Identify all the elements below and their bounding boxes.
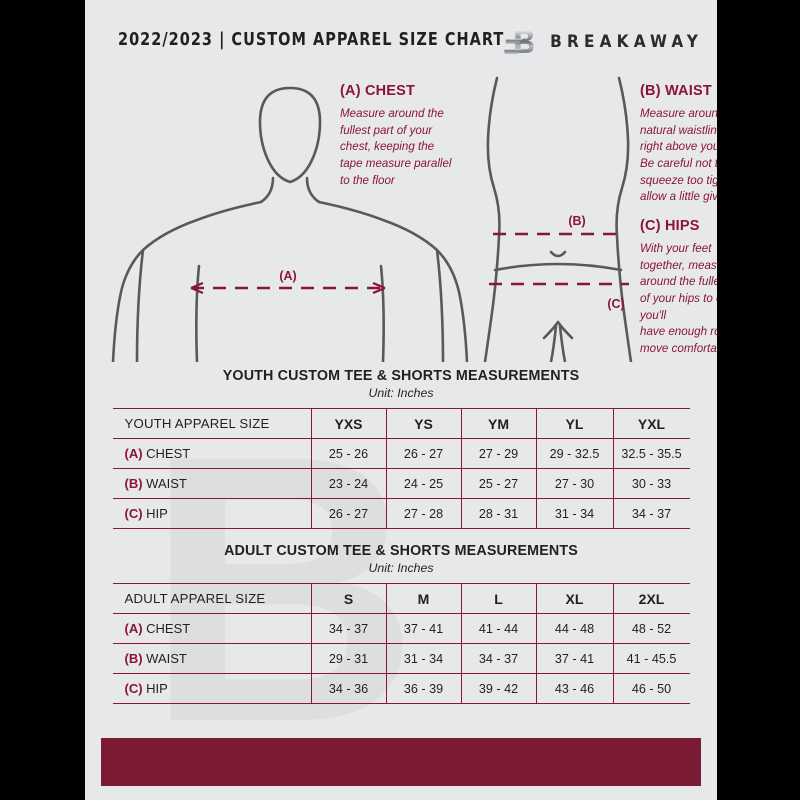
youth-cell: 30 - 33	[613, 468, 690, 499]
youth-size-header: YL	[536, 408, 614, 439]
youth-size-header: YXL	[613, 408, 690, 439]
adult-cell: 39 - 42	[461, 673, 537, 704]
adult-cell: 37 - 41	[386, 613, 462, 644]
adult-cell: 41 - 45.5	[613, 643, 690, 674]
measure-tag: (B)	[124, 476, 143, 491]
hips-marker-label: (C)	[607, 297, 624, 311]
youth-cell: 26 - 27	[386, 438, 462, 469]
youth-cell: 27 - 28	[386, 498, 462, 529]
measure-tag: (B)	[124, 651, 143, 666]
youth-cell: 32.5 - 35.5	[613, 438, 690, 469]
upper-body-figure	[111, 86, 469, 362]
adult-table-title: ADULT CUSTOM TEE & SHORTS MEASUREMENTS	[224, 543, 578, 559]
youth-table-body: YOUTH APPAREL SIZE YXS YS YM YL YXL (A) CHEST 2…	[112, 408, 690, 529]
measure-tag: (A)	[124, 446, 143, 461]
adult-cell: 29 - 31	[311, 643, 387, 674]
adult-size-section: ADULT CUSTOM TEE & SHORTS MEASUREMENTS U…	[85, 543, 717, 704]
adult-size-header: L	[461, 583, 537, 614]
youth-cell: 31 - 34	[536, 498, 614, 529]
adult-size-header: M	[386, 583, 462, 614]
adult-table-body: ADULT APPAREL SIZE S M L XL 2XL (A) CHEST 34 - …	[112, 583, 690, 704]
youth-cell: 25 - 26	[311, 438, 387, 469]
instruction-title-hips: (C) HIPS	[640, 218, 700, 234]
footer-bar	[101, 738, 701, 786]
body-figures: (A) (B) (C)	[111, 76, 633, 362]
youth-cell: 27 - 30	[536, 468, 614, 499]
measure-tag: (C)	[124, 681, 143, 696]
waist-marker-label: (B)	[568, 214, 585, 228]
youth-row-label: (B) WAIST	[112, 468, 312, 499]
adult-row-label: (A) CHEST	[112, 613, 312, 644]
youth-cell: 28 - 31	[461, 498, 537, 529]
youth-header-label: YOUTH APPAREL SIZE	[112, 408, 312, 439]
adult-cell: 34 - 36	[311, 673, 387, 704]
youth-size-header: YM	[461, 408, 537, 439]
youth-table-title: YOUTH CUSTOM TEE & SHORTS MEASUREMENTS	[222, 368, 580, 384]
adult-table-unit: Unit: Inches	[368, 561, 434, 575]
adult-header-label: ADULT APPAREL SIZE	[112, 583, 312, 614]
size-chart-page: B 2022/2023 | CUSTOM APPAREL SIZE CHART	[85, 0, 717, 800]
adult-cell: 46 - 50	[613, 673, 690, 704]
table-row: (A) CHEST 25 - 26 26 - 27 27 - 29 29 - 32.5 3…	[112, 438, 690, 469]
page-header: 2022/2023 | CUSTOM APPAREL SIZE CHART	[85, 26, 717, 60]
youth-table-unit: Unit: Inches	[368, 386, 434, 400]
table-row: (C) HIP 26 - 27 27 - 28 28 - 31 31 - 34 34 - …	[112, 498, 690, 529]
instruction-title-waist: (B) WAIST	[640, 83, 712, 99]
adult-cell: 31 - 34	[386, 643, 462, 674]
adult-cell: 44 - 48	[536, 613, 614, 644]
youth-cell: 23 - 24	[311, 468, 387, 499]
youth-size-header: YXS	[311, 408, 387, 439]
chest-measure-line	[190, 281, 386, 295]
youth-header-row: YOUTH APPAREL SIZE YXS YS YM YL YXL	[112, 408, 690, 439]
table-row: (B) WAIST 23 - 24 24 - 25 25 - 27 27 - 30 30 …	[112, 468, 690, 499]
instruction-block-waist: (B) WAIST Measure around your natural wa…	[640, 83, 717, 206]
adult-cell: 36 - 39	[386, 673, 462, 704]
youth-cell: 26 - 27	[311, 498, 387, 529]
table-row: (B) WAIST 29 - 31 31 - 34 34 - 37 37 - 41 41 …	[112, 643, 690, 674]
instruction-body-waist: Measure around your natural waistline – …	[640, 107, 717, 204]
measure-tag: (A)	[124, 621, 143, 636]
adult-size-header: 2XL	[613, 583, 690, 614]
adult-row-label: (B) WAIST	[112, 643, 312, 674]
instruction-title-chest: (A) CHEST	[340, 83, 416, 99]
brand-lockup: BREAKAWAY	[503, 22, 703, 62]
lower-body-figure	[483, 76, 633, 362]
adult-cell: 34 - 37	[311, 613, 387, 644]
adult-cell: 37 - 41	[536, 643, 614, 674]
adult-cell: 43 - 46	[536, 673, 614, 704]
instruction-body-chest: Measure around the fullest part of your …	[340, 107, 452, 187]
instruction-block-hips: (C) HIPS With your feet together, measur…	[640, 218, 717, 358]
measure-tag: (C)	[124, 506, 143, 521]
youth-cell: 29 - 32.5	[536, 438, 614, 469]
youth-row-label: (A) CHEST	[112, 438, 312, 469]
adult-cell: 34 - 37	[461, 643, 537, 674]
youth-size-table: YOUTH APPAREL SIZE YXS YS YM YL YXL (A) CHEST 2…	[112, 408, 690, 529]
measurement-illustrations: (A) (B) (C)	[85, 70, 717, 362]
youth-cell: 27 - 29	[461, 438, 537, 469]
page-title: 2022/2023 | CUSTOM APPAREL SIZE CHART	[118, 30, 505, 50]
youth-size-header: YS	[386, 408, 462, 439]
youth-cell: 25 - 27	[461, 468, 537, 499]
adult-size-table: ADULT APPAREL SIZE S M L XL 2XL (A) CHEST 34 - …	[112, 583, 690, 704]
instruction-body-hips: With your feet together, measure around …	[640, 242, 717, 356]
adult-cell: 41 - 44	[461, 613, 537, 644]
youth-size-section: YOUTH CUSTOM TEE & SHORTS MEASUREMENTS U…	[85, 368, 717, 529]
table-row: (C) HIP 34 - 36 36 - 39 39 - 42 43 - 46 46 - …	[112, 673, 690, 704]
breakaway-b-logo-icon	[504, 29, 534, 54]
table-row: (A) CHEST 34 - 37 37 - 41 41 - 44 44 - 48 48 …	[112, 613, 690, 644]
youth-cell: 24 - 25	[386, 468, 462, 499]
brand-name: BREAKAWAY	[550, 32, 703, 52]
instruction-block-chest: (A) CHEST Measure around the fullest par…	[340, 83, 490, 189]
adult-header-row: ADULT APPAREL SIZE S M L XL 2XL	[112, 583, 690, 614]
adult-cell: 48 - 52	[613, 613, 690, 644]
youth-row-label: (C) HIP	[112, 498, 312, 529]
chest-marker-label: (A)	[279, 269, 296, 283]
adult-size-header: S	[311, 583, 387, 614]
adult-row-label: (C) HIP	[112, 673, 312, 704]
adult-size-header: XL	[536, 583, 614, 614]
youth-cell: 34 - 37	[613, 498, 690, 529]
